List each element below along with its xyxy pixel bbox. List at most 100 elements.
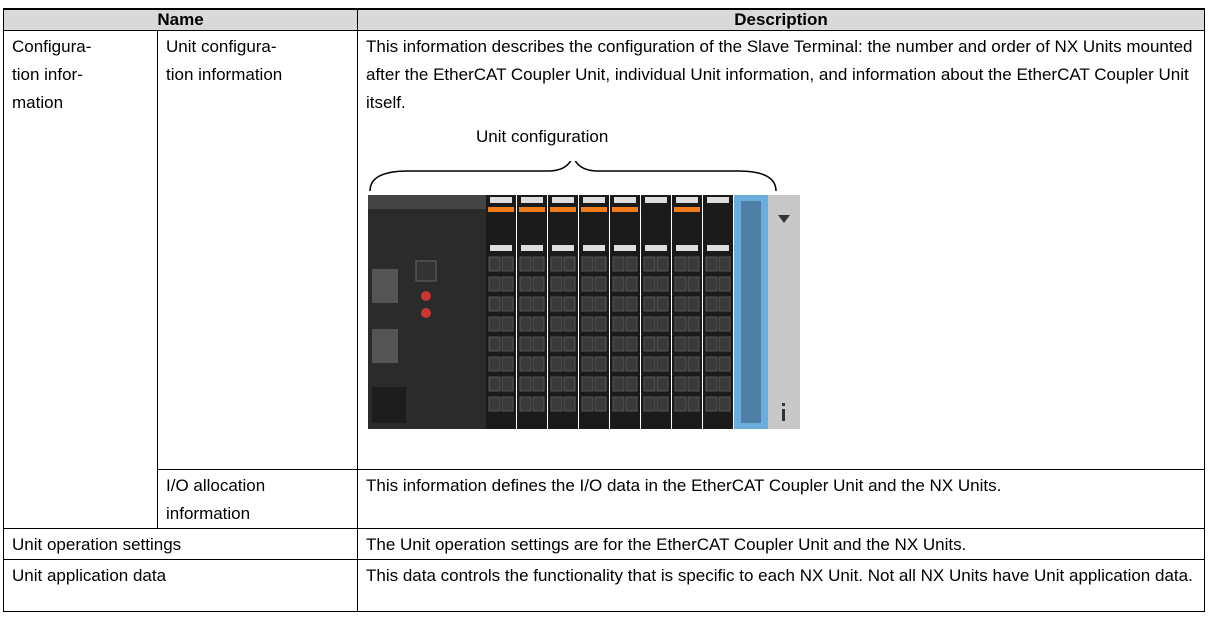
terminal <box>563 316 576 332</box>
terminal <box>532 276 545 292</box>
terminal <box>501 256 514 272</box>
led <box>421 291 431 301</box>
unit-slice <box>548 195 578 429</box>
cell-text: information <box>166 504 251 523</box>
terminal <box>705 356 718 372</box>
unit-slice <box>672 195 702 429</box>
figure-caption: Unit configuration <box>476 127 609 146</box>
terminal <box>612 376 625 392</box>
unit-slice <box>703 195 733 429</box>
terminal <box>656 296 669 312</box>
unit-indicator <box>612 207 638 212</box>
terminal <box>643 336 656 352</box>
terminal <box>687 316 700 332</box>
terminal <box>594 356 607 372</box>
terminal <box>594 256 607 272</box>
terminal <box>488 276 501 292</box>
terminal <box>687 356 700 372</box>
unit-label <box>676 197 698 203</box>
terminal <box>625 396 638 412</box>
unit-label <box>645 197 667 203</box>
terminal <box>581 296 594 312</box>
terminal <box>612 356 625 372</box>
terminal <box>643 396 656 412</box>
terminal <box>674 316 687 332</box>
terminal <box>718 276 731 292</box>
cell-text: tion infor- <box>12 65 83 84</box>
port <box>372 269 398 303</box>
terminal <box>612 276 625 292</box>
terminal <box>550 296 563 312</box>
terminal <box>488 256 501 272</box>
terminal <box>501 276 514 292</box>
terminal <box>519 296 532 312</box>
description-cell: This information defines the I/O data in… <box>357 469 1205 529</box>
terminal <box>532 336 545 352</box>
terminal <box>594 376 607 392</box>
terminal <box>643 376 656 392</box>
terminal <box>674 396 687 412</box>
name-cell: Unit operation settings <box>3 528 358 560</box>
terminal <box>687 296 700 312</box>
terminal <box>563 276 576 292</box>
cell-text: mation <box>12 93 64 112</box>
terminal <box>643 256 656 272</box>
description-cell: This data controls the functionality tha… <box>357 559 1205 612</box>
terminal <box>519 356 532 372</box>
unit-indicator <box>674 207 700 212</box>
terminal <box>625 336 638 352</box>
terminal <box>501 316 514 332</box>
terminal <box>643 296 656 312</box>
terminal <box>643 276 656 292</box>
terminal <box>581 396 594 412</box>
unit-label <box>490 197 512 203</box>
terminal <box>488 396 501 412</box>
terminal <box>563 296 576 312</box>
terminal <box>501 296 514 312</box>
terminal <box>705 376 718 392</box>
switch <box>415 260 437 282</box>
unit-label <box>521 245 543 251</box>
cell-text: Configura- <box>12 37 92 56</box>
unit-label <box>707 197 729 203</box>
terminal <box>656 256 669 272</box>
terminal <box>656 336 669 352</box>
terminal <box>625 256 638 272</box>
terminal <box>488 316 501 332</box>
unit-label <box>707 245 729 251</box>
name-cell: Configura- tion infor- mation <box>3 30 158 529</box>
terminal <box>612 296 625 312</box>
unit-illustration <box>368 161 800 429</box>
terminal <box>625 296 638 312</box>
spec-table: Name Description Configura- tion infor- … <box>3 8 1205 612</box>
terminal <box>501 396 514 412</box>
terminal <box>718 296 731 312</box>
terminal <box>718 376 731 392</box>
terminal <box>501 356 514 372</box>
terminal <box>519 336 532 352</box>
terminal <box>532 356 545 372</box>
unit-label <box>490 245 512 251</box>
unit-label <box>614 197 636 203</box>
cover <box>372 387 406 423</box>
terminal <box>581 276 594 292</box>
terminal <box>532 376 545 392</box>
port <box>372 329 398 363</box>
terminal <box>612 316 625 332</box>
terminal <box>643 356 656 372</box>
terminal <box>519 276 532 292</box>
terminal <box>532 296 545 312</box>
terminal <box>550 376 563 392</box>
unit-indicator <box>488 207 514 212</box>
terminal <box>705 276 718 292</box>
terminal <box>625 376 638 392</box>
terminal <box>705 396 718 412</box>
terminal <box>581 336 594 352</box>
terminal <box>674 276 687 292</box>
terminal <box>705 296 718 312</box>
figure: Unit configuration <box>366 117 1196 469</box>
unit-slice <box>610 195 640 429</box>
info-icon <box>782 403 785 406</box>
terminal <box>563 396 576 412</box>
terminal <box>563 356 576 372</box>
